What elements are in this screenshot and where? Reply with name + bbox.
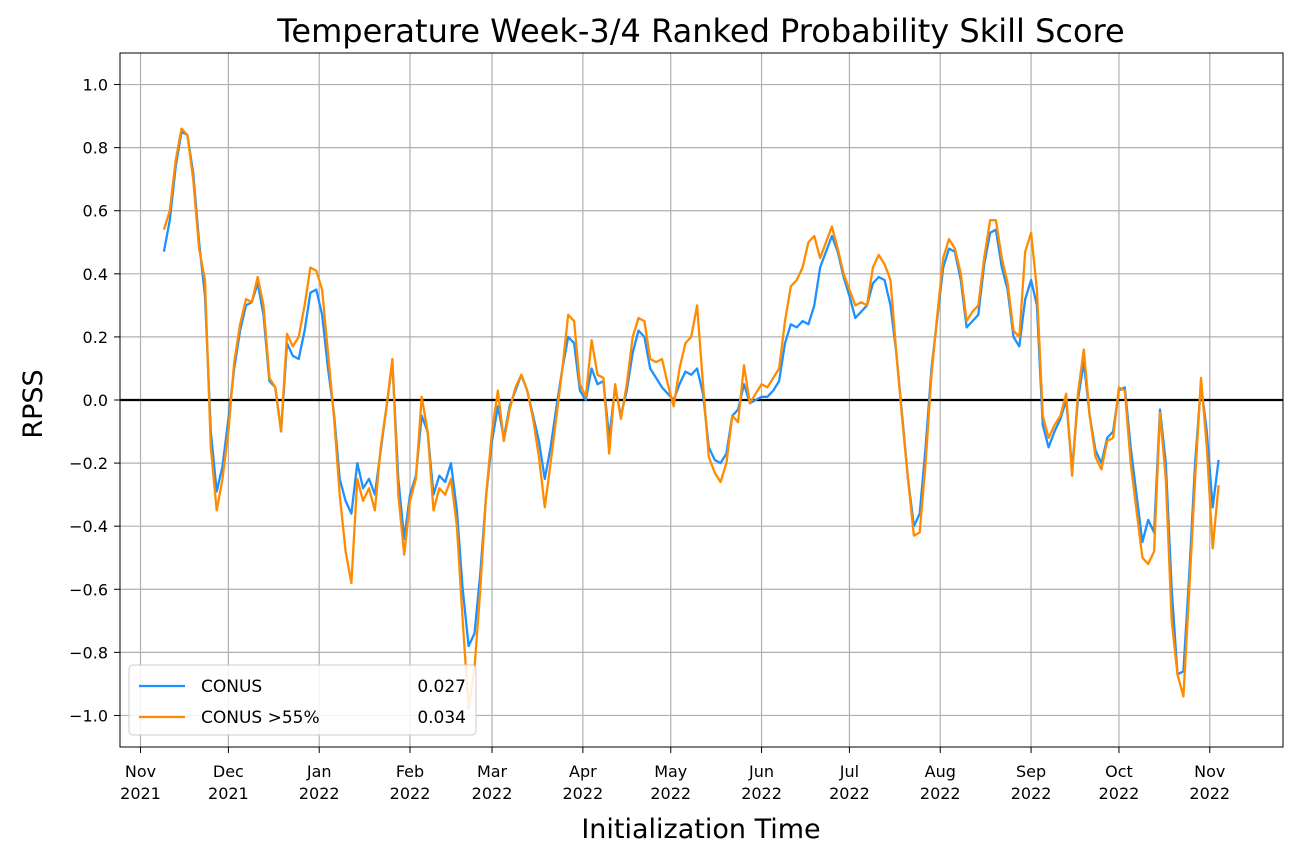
legend-series-value: 0.034 [417,708,466,728]
x-tick-label: Dec 2021 [208,762,249,803]
x-tick-label-line: 2022 [390,784,431,803]
data-series [162,127,1220,711]
x-tick-label-line: Nov [125,762,156,781]
x-tick-label-line: 2021 [120,784,161,803]
x-tick-label-line: Aug [925,762,956,781]
x-tick-label: Feb 2022 [390,762,431,803]
x-tick-label: Jan 2022 [299,762,340,803]
x-tick-label-line: 2022 [650,784,691,803]
x-tick-label-line: 2022 [299,784,340,803]
x-tick-label-line: Mar [477,762,508,781]
y-axis-title: RPSS [18,369,49,438]
x-tick-label-line: Jul [839,762,859,781]
x-tick-label: Jul 2022 [829,762,870,803]
y-tick-label: 1.0 [83,76,108,95]
x-tick-label-line: 2022 [1189,784,1230,803]
x-tick-label-line: Sep [1016,762,1046,781]
x-tick-label: Sep 2022 [1011,762,1052,803]
legend-box [128,664,477,736]
y-tick-label: −0.2 [69,454,108,473]
x-tick-label: Jun 2022 [741,762,782,803]
legend-series-name: CONUS [201,677,262,697]
x-tick-label-line: Apr [569,762,597,781]
x-tick-label: Aug 2022 [920,762,961,803]
y-tick-label: 0.2 [83,328,108,347]
x-tick-label-line: May [654,762,687,781]
x-tick-label-line: Dec [213,762,244,781]
x-tick-label-line: 2021 [208,784,249,803]
x-tick-label: May 2022 [650,762,691,803]
x-tick-label: Nov 2021 [120,762,161,803]
x-axis-title: Initialization Time [581,814,820,845]
x-tick-label-line: Nov [1194,762,1225,781]
series-line-conus [162,130,1220,676]
y-tick-label: −1.0 [69,706,108,725]
x-tick-label: Nov 2022 [1189,762,1230,803]
y-axis-ticks: 1.0 0.8 0.6 0.4 0.2 0.0 −0.2 −0.4 −0.6 −0.8 −1.0 [69,76,120,725]
series-line-conus-55 [162,127,1220,711]
x-tick-label-line: 2022 [741,784,782,803]
x-tick-label: Apr 2022 [562,762,603,803]
x-axis-ticks: Nov 2021 Dec 2021 Jan 2022 Feb 2022 Mar 2022 Apr 20… [120,747,1230,803]
x-tick-label-line: Jan [306,762,332,781]
x-tick-label-line: 2022 [829,784,870,803]
chart-title: Temperature Week-3/4 Ranked Probability … [276,12,1124,50]
y-tick-label: 0.8 [83,139,108,158]
x-tick-label-line: Oct [1105,762,1133,781]
x-tick-label-line: 2022 [1099,784,1140,803]
legend: CONUS 0.027 CONUS >55% 0.034 [128,664,477,736]
y-tick-label: −0.4 [69,517,108,536]
y-tick-label: −0.8 [69,643,108,662]
legend-series-name: CONUS >55% [201,708,320,728]
y-tick-label: −0.6 [69,580,108,599]
legend-series-value: 0.027 [417,677,466,697]
x-tick-label-line: 2022 [562,784,603,803]
x-tick-label-line: 2022 [920,784,961,803]
y-tick-label: 0.6 [83,202,108,221]
y-tick-label: 0.4 [83,265,108,284]
x-tick-label-line: Feb [396,762,424,781]
x-tick-label: Oct 2022 [1099,762,1140,803]
x-tick-label: Mar 2022 [472,762,513,803]
x-tick-label-line: 2022 [1011,784,1052,803]
x-tick-label-line: 2022 [472,784,513,803]
x-tick-label-line: Jun [748,762,774,781]
y-tick-label: 0.0 [83,391,108,410]
